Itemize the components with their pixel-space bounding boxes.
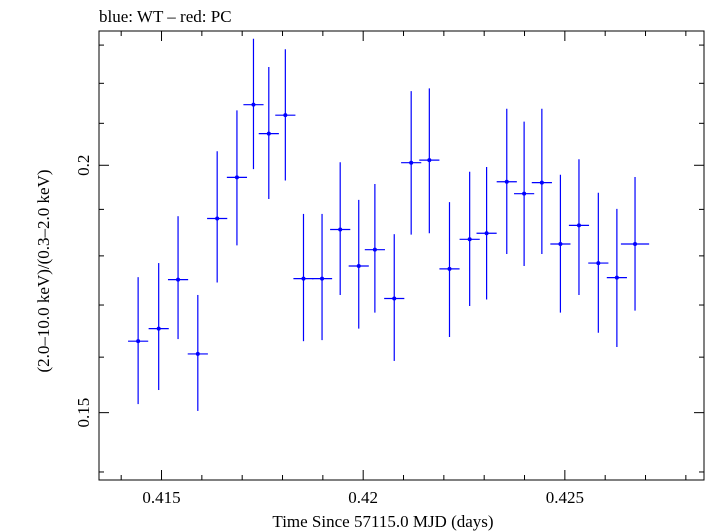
data-point <box>207 151 228 283</box>
data-point <box>348 199 369 329</box>
point-marker <box>301 276 306 281</box>
data-point <box>588 192 609 333</box>
data-point <box>148 263 169 391</box>
y-axis-label: (2.0–10.0 keV)/(0.3–2.0 keV) <box>34 169 53 372</box>
point-marker <box>614 275 619 280</box>
data-point <box>364 183 385 313</box>
data-point <box>568 159 590 295</box>
point-marker <box>266 131 271 136</box>
point-marker <box>136 339 141 344</box>
x-axis-ticks: 0.415 0.42 0.425 <box>120 31 687 507</box>
point-marker <box>356 263 361 268</box>
point-marker <box>251 102 256 107</box>
x-tick-label: 0.425 <box>546 488 584 507</box>
data-point <box>620 176 650 311</box>
data-point <box>459 171 480 307</box>
y-tick-label: 0.2 <box>74 155 93 176</box>
point-marker <box>539 180 544 185</box>
chart-title: blue: WT – red: PC <box>99 7 232 26</box>
data-point <box>311 213 333 341</box>
data-point <box>187 294 208 411</box>
data-point <box>243 38 264 170</box>
point-marker <box>558 242 563 247</box>
data-point <box>226 110 248 246</box>
point-marker <box>504 179 509 184</box>
data-point <box>167 216 189 340</box>
point-marker <box>176 277 181 282</box>
data-point <box>419 88 440 234</box>
point-marker <box>372 247 377 252</box>
point-marker <box>215 216 220 221</box>
data-point <box>496 108 517 254</box>
point-marker <box>156 326 161 331</box>
point-marker <box>409 160 414 165</box>
data-point <box>384 234 405 361</box>
point-marker <box>467 237 472 242</box>
x-axis-label: Time Since 57115.0 MJD (days) <box>272 512 493 531</box>
point-marker <box>234 175 239 180</box>
point-marker <box>522 191 527 196</box>
data-point <box>293 213 314 342</box>
data-point <box>258 67 279 200</box>
data-point <box>606 208 627 348</box>
data-point <box>401 91 422 235</box>
data-point <box>476 166 497 300</box>
point-marker <box>427 158 432 163</box>
data-point <box>128 277 149 405</box>
y-tick-label: 0.15 <box>74 398 93 428</box>
x-tick-label: 0.42 <box>348 488 378 507</box>
data-point <box>531 108 552 254</box>
point-marker <box>320 276 325 281</box>
point-marker <box>392 296 397 301</box>
point-marker <box>447 266 452 271</box>
point-marker <box>195 351 200 356</box>
data-point <box>330 162 351 295</box>
data-series-wt <box>128 38 650 411</box>
point-marker <box>338 227 343 232</box>
point-marker <box>596 261 601 266</box>
data-point <box>275 49 296 181</box>
point-marker <box>633 242 638 247</box>
y-axis-ticks: 0.15 0.2 <box>74 44 704 473</box>
x-tick-label: 0.415 <box>142 488 180 507</box>
data-point <box>550 174 571 313</box>
data-point <box>439 202 460 337</box>
data-point <box>514 121 535 266</box>
point-marker <box>283 113 288 118</box>
plot-frame <box>98 30 705 481</box>
point-marker <box>576 223 581 228</box>
point-marker <box>484 231 489 236</box>
